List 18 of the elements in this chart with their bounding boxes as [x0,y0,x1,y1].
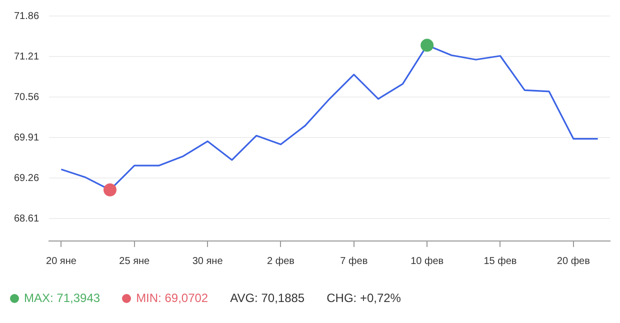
y-tick-label: 71.21 [14,51,40,62]
y-tick-label: 71.86 [14,10,40,22]
text: CHG: +0,72% [326,291,401,305]
x-tick-label: 15 фев [484,256,517,267]
y-tick-label: 69.26 [14,172,40,184]
x-tick-label: 2 фев [267,256,294,267]
legend-label: MIN: 69,0702 [136,291,208,305]
x-tick-label: 10 фев [410,256,444,267]
y-tick-label: 69.91 [14,132,40,144]
text: AVG: 70,1885 [230,291,305,305]
x-tick-label: 30 яне [192,256,224,267]
x-tick-label: 25 яне [119,256,150,267]
x-tick-label: 20 яне [46,256,77,267]
y-tick-label: 68.61 [14,213,40,224]
legend-label: MAX: 71,3943 [24,291,100,305]
y-tick-label: 70.56 [14,92,40,103]
x-tick-label: 7 фев [340,256,368,267]
x-tick-label: 20 фев [556,256,590,267]
